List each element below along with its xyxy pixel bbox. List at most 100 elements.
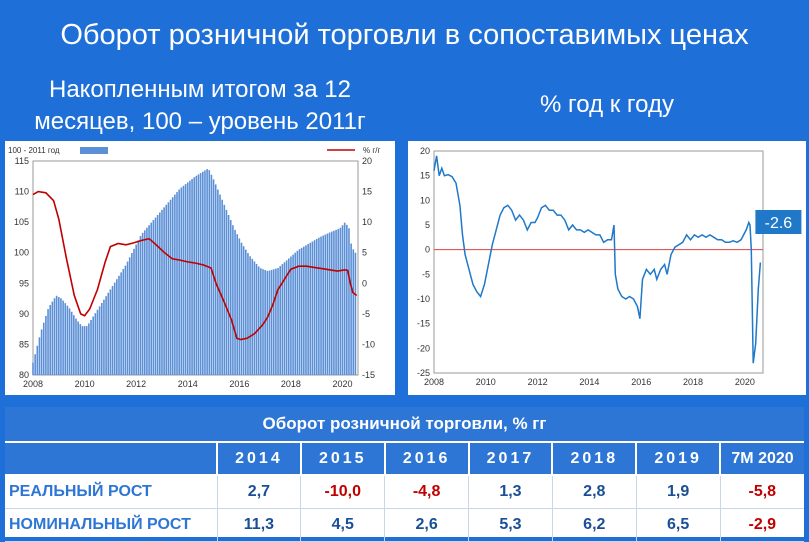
y-tick-label: 0 (425, 245, 430, 255)
y-left-tick-label: 115 (15, 156, 29, 166)
yoy-chart: -25 -20 -15 -10 -5 0 5 10 15 20 2008 2010 2012 2014 20… (417, 146, 802, 387)
bar (55, 295, 58, 375)
bar (88, 323, 90, 375)
bar (318, 237, 320, 375)
bar (350, 243, 352, 375)
y-right-tick-label: -10 (362, 339, 375, 349)
end-value-box (755, 210, 802, 234)
bar (122, 269, 125, 375)
bar (103, 299, 105, 375)
bar (298, 249, 301, 375)
bar (116, 279, 118, 375)
retail-table: Оборот розничной торговли, % гг 2014 201… (5, 407, 804, 542)
bar (195, 175, 198, 375)
x-tick-label: 2020 (333, 379, 353, 389)
y-left-tick-label: 100 (14, 248, 29, 258)
y-right-tick-label: -15 (362, 370, 375, 380)
bar (257, 266, 260, 375)
bar (287, 258, 290, 375)
bar (182, 185, 185, 375)
bar (260, 268, 262, 375)
bar (217, 189, 219, 375)
bar (64, 303, 67, 375)
bar (186, 182, 189, 375)
bar (262, 269, 264, 375)
table-row: РЕАЛЬНЫЙ РОСТ 2,7 -10,0 -4,8 1,3 2,8 1,9… (5, 475, 804, 509)
bar (191, 179, 193, 375)
bar (174, 194, 176, 375)
bar (346, 224, 348, 375)
table-cell: 6,5 (635, 508, 721, 542)
bar (290, 256, 292, 375)
bar (311, 241, 314, 375)
bar (60, 298, 62, 375)
bar (264, 270, 266, 375)
bar (83, 326, 86, 375)
bar (303, 246, 305, 375)
bar-series (32, 169, 357, 375)
bar (206, 169, 208, 375)
bar (283, 262, 286, 375)
row-label: РЕАЛЬНЫЙ РОСТ (5, 475, 217, 509)
bar (343, 222, 346, 375)
x-tick-label: 2016 (229, 379, 249, 389)
bar (193, 177, 196, 375)
bar (42, 322, 45, 375)
x-tick-label: 2008 (424, 377, 444, 387)
bar (244, 249, 247, 375)
bar (98, 306, 101, 375)
bar (169, 199, 172, 375)
bar (309, 242, 312, 375)
bar (223, 204, 226, 375)
bar (178, 189, 180, 375)
bar (210, 174, 213, 375)
bar (96, 309, 99, 375)
bar (204, 170, 206, 375)
table-title: Оборот розничной торговли, % гг (5, 407, 804, 443)
x-tick-label: 2008 (23, 379, 43, 389)
bar (66, 305, 69, 375)
table-header-cell: 2017 (467, 442, 553, 476)
table-cell: 2,8 (551, 475, 637, 509)
y-right-tick-label: 5 (362, 248, 367, 258)
table-header-cell: 7М 2020 (719, 442, 804, 476)
bar (73, 315, 75, 375)
bar (305, 245, 307, 375)
line-series (433, 155, 762, 364)
y-right-tick-label: 15 (362, 187, 372, 197)
bar (322, 235, 324, 375)
bar (146, 227, 148, 375)
table-header-cell: 2015 (299, 442, 385, 476)
x-tick-label: 2014 (178, 379, 198, 389)
y-left-tick-label: 80 (19, 370, 29, 380)
bar (107, 292, 110, 375)
legend-bar-label: 100 - 2011 год (8, 146, 60, 155)
bar (161, 209, 163, 375)
bar (328, 232, 331, 375)
bar (124, 265, 127, 375)
x-tick-label: 2018 (683, 377, 703, 387)
table-cell: -4,8 (384, 475, 469, 509)
bar (133, 248, 135, 375)
x-tick-label: 2018 (281, 379, 301, 389)
cumulative-chart: 80 85 90 95 100 105 110 115 -15 -10 -5 0 5 10 15 20 2008… (8, 146, 380, 389)
bar (234, 229, 236, 375)
bar (208, 170, 211, 375)
bar (36, 345, 39, 375)
bar (70, 311, 73, 375)
y-left-tick-label: 85 (19, 339, 29, 349)
table-header-cell: 2016 (383, 442, 469, 476)
bar (94, 313, 97, 375)
left-subtitle-line2: месяцев, 100 – уровень 2011г (34, 108, 366, 135)
table-cell: 4,5 (300, 508, 385, 542)
bar (225, 209, 228, 375)
bar (313, 240, 316, 375)
bar (105, 296, 107, 375)
table-title-row: Оборот розничной торговли, % гг (5, 407, 804, 443)
y-tick-label: 5 (425, 220, 430, 230)
bar (330, 231, 333, 375)
bar (300, 247, 303, 375)
bar (197, 174, 200, 375)
bar (111, 286, 114, 375)
table-header-blank (5, 442, 217, 476)
